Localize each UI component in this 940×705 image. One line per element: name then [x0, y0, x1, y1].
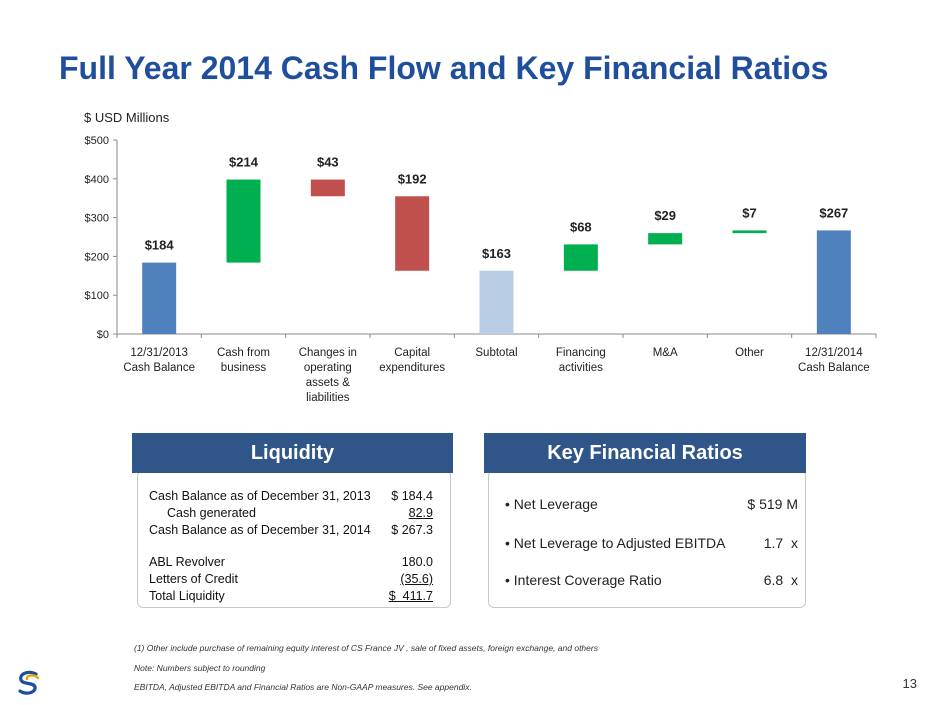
x-tick-label: Cash from business — [217, 347, 270, 374]
ratio-label: • Interest Coverage Ratio — [505, 572, 662, 588]
x-tick-label: Subtotal — [475, 347, 517, 359]
liquidity-row-value: 180.0 — [401, 555, 433, 569]
ratio-value: $ 519 M — [747, 496, 798, 512]
data-label: $214 — [229, 155, 259, 170]
x-tick-label: M&A — [653, 347, 678, 359]
waterfall-chart: $0 $100 $200 $300 $400 $500 $184 12/31/2013 Cash… — [85, 135, 877, 404]
liquidity-row-label: Letters of Credit — [149, 572, 238, 586]
units-label: $ USD Millions — [84, 110, 170, 125]
y-tick-label: $0 — [97, 329, 109, 341]
liquidity-row-value: 82.9 — [408, 506, 433, 520]
y-tick-label: $500 — [85, 135, 109, 147]
liquidity-row-label: Total Liquidity — [149, 589, 225, 603]
liquidity-row-value: $ 411.7 — [388, 589, 433, 603]
data-label: $29 — [654, 208, 676, 223]
bar — [732, 230, 767, 234]
y-tick-label: $200 — [85, 251, 109, 263]
y-tick-label: $300 — [85, 213, 109, 225]
page-number: 13 — [902, 676, 917, 691]
company-logo-icon — [18, 670, 40, 695]
liquidity-row-label: Cash generated — [167, 506, 256, 520]
liquidity-header: Liquidity — [132, 433, 453, 473]
data-label: $184 — [145, 238, 175, 253]
bar — [395, 196, 430, 271]
bar — [816, 230, 851, 334]
ratio-label: • Net Leverage to Adjusted EBITDA — [505, 535, 726, 551]
liquidity-row-value: (35.6) — [400, 572, 433, 586]
bar — [479, 270, 514, 334]
x-tick-label: 12/31/2014 Cash Balance — [798, 347, 870, 374]
x-tick-label: Other — [735, 347, 764, 359]
data-label: $68 — [570, 219, 592, 234]
ratios-header: Key Financial Ratios — [484, 433, 806, 473]
bar — [226, 179, 261, 263]
x-tick-label: Capital expenditures — [379, 347, 445, 374]
ratio-value: 6.8 x — [763, 572, 798, 588]
bar — [310, 179, 345, 197]
x-tick-label: Financing activities — [556, 347, 606, 374]
liquidity-row-label: ABL Revolver — [149, 555, 225, 569]
liquidity-panel — [137, 470, 451, 608]
ratio-label: • Net Leverage — [505, 496, 598, 512]
data-label: $43 — [317, 155, 339, 170]
footnote: (1) Other include purchase of remaining … — [134, 643, 598, 653]
data-label: $192 — [398, 171, 427, 186]
liquidity-row-label: Cash Balance as of December 31, 2013 — [149, 489, 371, 503]
x-tick-label: Changes in operating assets & liabilities — [299, 347, 357, 404]
data-label: $267 — [819, 205, 848, 220]
ratio-value: 1.7 x — [763, 535, 798, 551]
x-tick-label: 12/31/2013 Cash Balance — [123, 347, 195, 374]
y-tick-label: $100 — [85, 290, 109, 302]
y-tick-label: $400 — [85, 174, 109, 186]
data-label: $163 — [482, 246, 511, 261]
footnote: Note: Numbers subject to rounding — [134, 663, 266, 673]
page-title: Full Year 2014 Cash Flow and Key Financi… — [59, 50, 829, 86]
bar — [563, 244, 598, 271]
data-label: $7 — [742, 205, 756, 220]
bar — [648, 233, 683, 245]
liquidity-row-label: Cash Balance as of December 31, 2014 — [149, 523, 371, 537]
footnote: EBITDA, Adjusted EBITDA and Financial Ra… — [134, 682, 472, 692]
bar — [142, 262, 177, 334]
liquidity-row-value: $ 267.3 — [391, 523, 433, 537]
liquidity-row-value: $ 184.4 — [391, 489, 433, 503]
